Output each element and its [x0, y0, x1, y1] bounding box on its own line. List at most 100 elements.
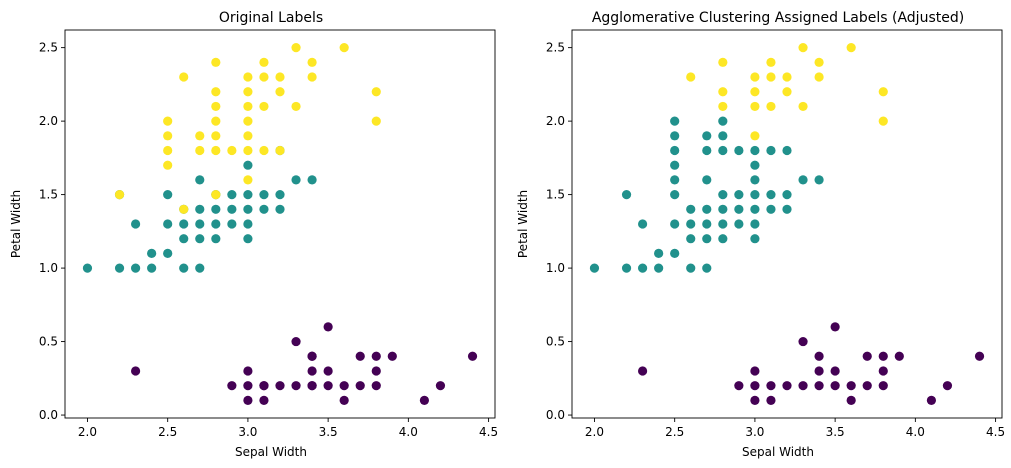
data-point: [702, 175, 712, 185]
data-point: [782, 87, 792, 97]
data-point: [371, 366, 381, 376]
y-tick-label: 1.5: [546, 188, 565, 202]
x-axis: 2.0 2.5 3.0 3.5 4.0 4.5: [585, 418, 1005, 439]
data-point: [179, 72, 189, 82]
data-point: [670, 248, 680, 258]
data-point: [195, 145, 205, 156]
data-point: [718, 190, 728, 200]
data-point: [227, 190, 237, 200]
data-point: [814, 351, 824, 361]
x-tick-label: 2.0: [585, 425, 604, 439]
data-point: [718, 57, 728, 67]
data-point: [846, 43, 856, 53]
data-point: [878, 116, 888, 126]
data-point: [718, 131, 728, 141]
data-point: [163, 160, 173, 170]
data-point: [702, 263, 712, 273]
x-axis-label: Sepal Width: [235, 445, 307, 459]
data-point: [163, 248, 173, 258]
data-point: [291, 175, 301, 185]
data-point: [798, 336, 808, 347]
data-point: [750, 87, 760, 97]
data-point: [227, 204, 237, 214]
data-point: [291, 381, 301, 391]
y-tick-label: 1.0: [546, 261, 565, 275]
data-point: [686, 219, 696, 229]
data-point: [750, 72, 760, 82]
x-tick-label: 3.0: [238, 425, 257, 439]
x-tick-label: 2.0: [78, 425, 97, 439]
data-point: [307, 175, 317, 185]
scatter-panel-agglomerative: Agglomerative Clustering Assigned Labels…: [516, 10, 1005, 459]
data-point: [195, 204, 205, 214]
data-point: [621, 190, 632, 200]
x-tick-label: 4.5: [986, 425, 1005, 439]
data-point: [702, 204, 712, 214]
x-axis-label: Sepal Width: [742, 445, 814, 459]
data-point: [750, 366, 760, 376]
data-point: [275, 204, 285, 214]
data-point: [654, 263, 664, 273]
data-point: [211, 204, 221, 214]
data-point: [637, 219, 648, 229]
y-tick-label: 2.0: [546, 114, 565, 128]
data-point: [846, 381, 856, 391]
data-point: [243, 116, 253, 126]
data-point: [355, 381, 365, 391]
data-point: [734, 145, 744, 156]
data-point: [467, 351, 478, 361]
data-point: [878, 87, 888, 97]
data-point: [259, 72, 269, 82]
y-tick-label: 1.0: [39, 261, 58, 275]
data-point: [862, 351, 872, 361]
data-point: [243, 234, 253, 244]
x-tick-label: 2.5: [158, 425, 177, 439]
data-point: [259, 57, 269, 67]
x-tick-label: 2.5: [665, 425, 684, 439]
data-point: [654, 248, 664, 258]
data-point: [147, 248, 157, 258]
data-point: [718, 87, 728, 97]
data-point: [339, 43, 349, 53]
data-point: [211, 87, 221, 97]
scatter-panel-original: Original Labels 2.0 2.5 3.0 3.5 4.0 4.5 0.00.…: [9, 10, 498, 459]
data-point: [702, 219, 712, 229]
data-point: [830, 322, 840, 332]
data-point: [195, 131, 205, 141]
data-point: [195, 234, 205, 244]
data-point: [830, 366, 840, 376]
data-point: [243, 87, 253, 97]
data-point: [355, 351, 365, 361]
data-point: [211, 190, 221, 200]
data-point: [307, 72, 317, 82]
data-point: [243, 72, 253, 82]
data-point: [670, 190, 680, 200]
y-tick-label: 2.0: [39, 114, 58, 128]
data-point: [766, 101, 776, 112]
data-point: [243, 145, 253, 156]
data-point: [750, 381, 760, 391]
x-tick-label: 4.0: [906, 425, 925, 439]
data-point: [718, 145, 728, 156]
data-point: [798, 175, 808, 185]
data-point: [339, 395, 349, 405]
data-point: [878, 381, 888, 391]
x-tick-label: 3.5: [826, 425, 845, 439]
data-point: [766, 57, 776, 67]
x-tick-label: 3.0: [745, 425, 764, 439]
data-point: [211, 145, 221, 156]
data-point: [387, 351, 397, 361]
data-point: [275, 190, 285, 200]
data-point: [163, 219, 173, 229]
data-point: [130, 219, 141, 229]
data-point: [718, 101, 728, 112]
data-point: [163, 116, 173, 126]
data-point: [259, 395, 269, 405]
data-point: [211, 131, 221, 141]
data-point: [974, 351, 985, 361]
data-point: [670, 116, 680, 126]
data-point: [862, 381, 872, 391]
data-point: [259, 381, 269, 391]
data-point: [243, 160, 253, 170]
data-point: [211, 219, 221, 229]
